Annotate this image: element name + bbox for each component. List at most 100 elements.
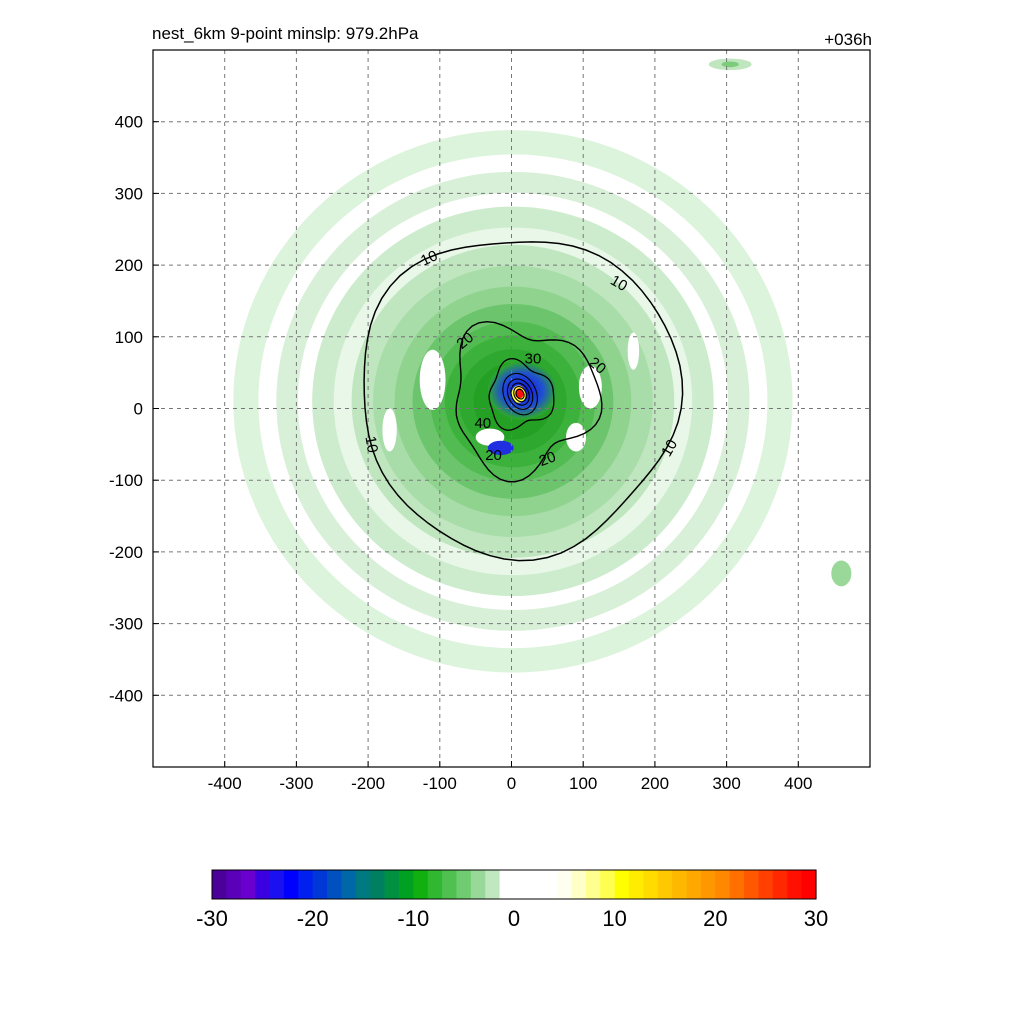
y-tick-label-7: 300 bbox=[115, 184, 143, 203]
colorbar-bin-9 bbox=[341, 870, 357, 899]
contour-10 bbox=[363, 241, 684, 562]
colorbar-bin-2 bbox=[240, 870, 256, 899]
field-core-arm bbox=[487, 440, 514, 456]
colorbar-bin-41 bbox=[801, 870, 817, 899]
field-gap-4 bbox=[382, 408, 397, 452]
x-tick-label-6: 200 bbox=[641, 774, 669, 793]
colorbar-bin-6 bbox=[298, 870, 314, 899]
contour-30 bbox=[488, 357, 555, 431]
colorbar-bin-34 bbox=[700, 870, 716, 899]
contour-core-1 bbox=[506, 378, 534, 410]
contour-label-1: 10 bbox=[607, 272, 630, 295]
x-tick-label-7: 300 bbox=[712, 774, 740, 793]
colorbar-bin-36 bbox=[729, 870, 745, 899]
x-tick-label-5: 100 bbox=[569, 774, 597, 793]
y-tick-label-4: 0 bbox=[134, 400, 143, 419]
field-gap-1 bbox=[578, 365, 602, 409]
colorbar-bin-25 bbox=[571, 870, 587, 899]
colorbar bbox=[211, 869, 817, 900]
contour-core-4 bbox=[515, 388, 525, 400]
colorbar-bin-10 bbox=[355, 870, 371, 899]
colorbar-bin-20 bbox=[499, 870, 515, 899]
y-tick-label-0: -400 bbox=[109, 686, 143, 705]
y-axis: -400 -300 -200 -100 0 100 200 300 400 bbox=[109, 113, 159, 705]
colorbar-bin-12 bbox=[384, 870, 400, 899]
contour-core-0 bbox=[502, 372, 538, 416]
colorbar-bin-21 bbox=[514, 870, 529, 899]
colorbar-bin-5 bbox=[283, 870, 299, 899]
field-gap-0 bbox=[419, 349, 446, 410]
contour-label-8: 30 bbox=[525, 350, 542, 367]
colorbar-tick-label-6: 30 bbox=[804, 906, 828, 931]
chart-title: nest_6km 9-point minslp: 979.2hPa bbox=[152, 24, 419, 43]
colorbar-bin-27 bbox=[600, 870, 616, 899]
y-tick-label-6: 200 bbox=[115, 256, 143, 275]
colorbar-bin-4 bbox=[269, 870, 285, 899]
colorbar-bin-26 bbox=[585, 870, 601, 899]
colorbar-frame bbox=[211, 869, 817, 900]
colorbar-tick-label-2: -10 bbox=[397, 906, 429, 931]
contour-core-3 bbox=[513, 386, 527, 403]
colorbar-bin-33 bbox=[686, 870, 702, 899]
colorbar-bin-16 bbox=[442, 870, 458, 899]
x-axis: -400 -300 -200 -100 0 100 200 300 400 bbox=[208, 761, 812, 793]
colorbar-bin-38 bbox=[758, 870, 774, 899]
colorbar-bin-0 bbox=[212, 870, 227, 899]
y-tick-label-5: 100 bbox=[115, 328, 143, 347]
colorbar-ticks: -30 -20 -10 0 10 20 30 bbox=[196, 906, 828, 931]
colorbar-bin-23 bbox=[542, 870, 558, 899]
colorbar-bin-30 bbox=[643, 870, 659, 899]
x-tick-label-8: 400 bbox=[784, 774, 812, 793]
colorbar-tick-label-4: 10 bbox=[602, 906, 626, 931]
contour-20 bbox=[455, 320, 603, 483]
colorbar-bin-22 bbox=[528, 870, 544, 899]
x-tick-label-4: 0 bbox=[507, 774, 516, 793]
colorbar-bin-29 bbox=[629, 870, 645, 899]
contour-label-3: 10 bbox=[361, 435, 381, 454]
colorbar-bin-14 bbox=[413, 870, 429, 899]
vorticity-field bbox=[233, 58, 852, 673]
colorbar-bin-28 bbox=[614, 870, 630, 899]
colorbar-tick-label-5: 20 bbox=[703, 906, 727, 931]
colorbar-bin-11 bbox=[370, 870, 386, 899]
field-gap-5 bbox=[627, 332, 640, 370]
colorbar-bin-37 bbox=[744, 870, 760, 899]
colorbar-bin-7 bbox=[312, 870, 328, 899]
y-tick-label-3: -100 bbox=[109, 471, 143, 490]
colorbar-tick-label-0: -30 bbox=[196, 906, 228, 931]
colorbar-bin-15 bbox=[427, 870, 443, 899]
contour-label-2: 10 bbox=[658, 437, 681, 460]
contour-label-0: 10 bbox=[418, 247, 440, 269]
colorbar-bin-24 bbox=[557, 870, 573, 899]
colorbar-bin-17 bbox=[456, 870, 472, 899]
colorbar-bin-32 bbox=[672, 870, 688, 899]
contour-label-9: 40 bbox=[474, 415, 491, 432]
y-tick-label-1: -300 bbox=[109, 615, 143, 634]
x-tick-label-0: -400 bbox=[208, 774, 242, 793]
x-tick-label-1: -300 bbox=[279, 774, 313, 793]
colorbar-bin-3 bbox=[255, 870, 271, 899]
x-tick-label-2: -200 bbox=[351, 774, 385, 793]
colorbar-bin-8 bbox=[327, 870, 343, 899]
colorbar-bin-39 bbox=[772, 870, 788, 899]
colorbar-bin-35 bbox=[715, 870, 731, 899]
colorbar-bin-40 bbox=[787, 870, 803, 899]
colorbar-bin-19 bbox=[485, 870, 501, 899]
forecast-hour-label: +036h bbox=[824, 30, 872, 49]
y-tick-label-2: -200 bbox=[109, 543, 143, 562]
contour-label-7: 20 bbox=[485, 447, 502, 464]
colorbar-bin-18 bbox=[470, 870, 486, 899]
colorbar-bin-31 bbox=[657, 870, 673, 899]
y-tick-label-8: 400 bbox=[115, 113, 143, 132]
colorbar-tick-label-1: -20 bbox=[297, 906, 329, 931]
contour-core-2 bbox=[510, 382, 530, 406]
field-feature-top-core bbox=[721, 61, 739, 68]
field-feature-right bbox=[831, 560, 852, 587]
x-tick-label-3: -100 bbox=[423, 774, 457, 793]
colorbar-bin-13 bbox=[398, 870, 414, 899]
colorbar-bin-1 bbox=[226, 870, 242, 899]
contour-label-6: 20 bbox=[537, 448, 558, 470]
colorbar-tick-label-3: 0 bbox=[508, 906, 520, 931]
